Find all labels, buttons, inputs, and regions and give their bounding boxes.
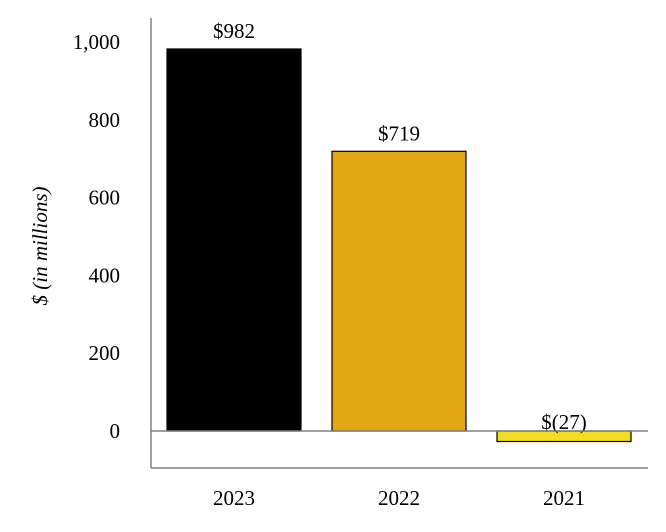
y-tick-label: 800	[89, 108, 121, 132]
data-label-2023: $982	[213, 19, 255, 43]
x-tick-label-2023: 2023	[213, 486, 255, 510]
y-tick-label: 400	[89, 263, 121, 287]
y-tick-label: 1,000	[73, 30, 120, 54]
y-tick-label: 200	[89, 341, 121, 365]
data-label-2021: $(27)	[541, 410, 587, 434]
x-tick-label-2021: 2021	[543, 486, 585, 510]
y-tick-label: 0	[110, 419, 121, 443]
bar-2022	[331, 150, 467, 432]
x-tick-label-2022: 2022	[378, 486, 420, 510]
data-label-2022: $719	[378, 121, 420, 145]
x-axis-ticks: 2023 2022 2021	[213, 486, 585, 510]
bars	[166, 48, 632, 443]
y-axis-ticks: 0 200 400 600 800 1,000	[73, 30, 120, 443]
y-axis-title: $ (in millions)	[28, 186, 52, 305]
data-labels: $982 $719 $(27)	[213, 19, 587, 434]
bar-2023	[166, 48, 302, 432]
y-tick-label: 600	[89, 186, 121, 210]
